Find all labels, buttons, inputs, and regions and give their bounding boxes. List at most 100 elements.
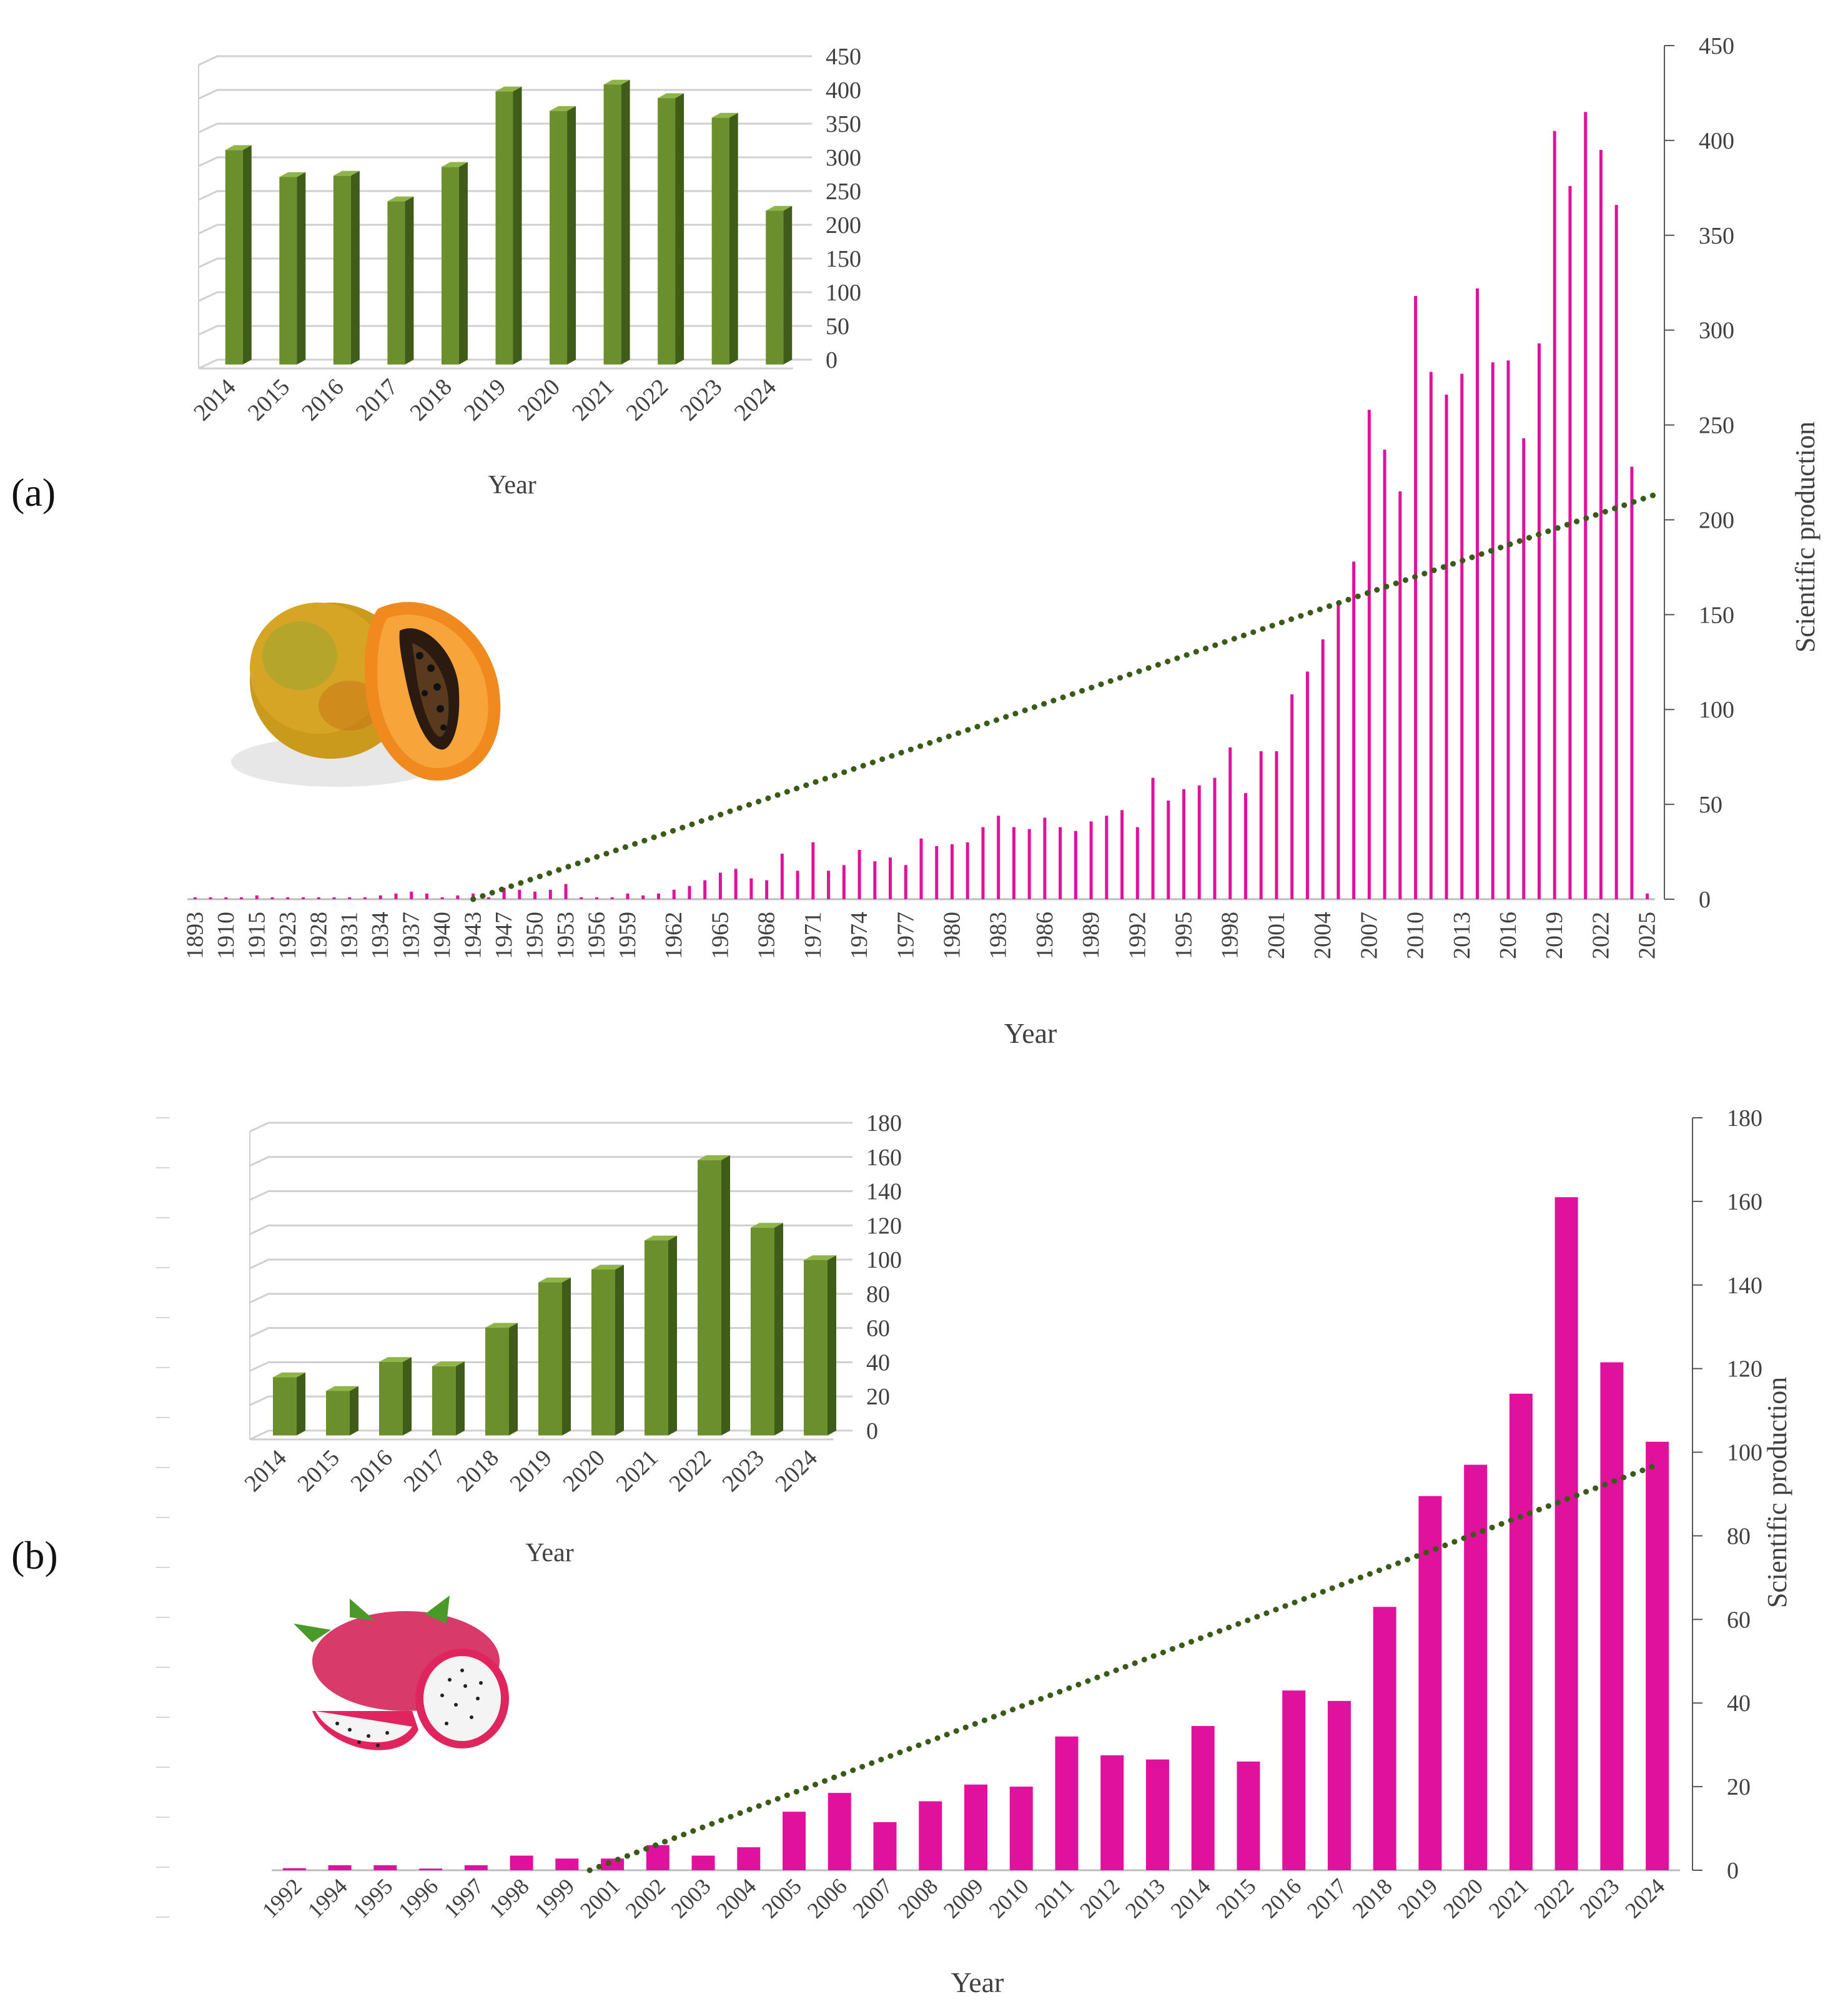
bar: [456, 895, 460, 899]
bar: [1009, 1787, 1033, 1870]
x-tick-label: 2014: [189, 374, 240, 426]
bar-top: [603, 79, 630, 85]
bar-side: [350, 170, 360, 365]
bar: [780, 854, 784, 899]
bar: [935, 846, 939, 899]
y-tick-label: 0: [866, 1418, 878, 1444]
x-tick-label: 2016: [297, 374, 348, 426]
bar: [1089, 821, 1093, 899]
x-tick-label: 1974: [846, 912, 872, 959]
y-tick-label: 60: [1727, 1607, 1751, 1633]
bar: [373, 1865, 397, 1870]
bar: [1012, 827, 1015, 899]
x-tick-label: 2024: [1620, 1873, 1669, 1923]
x-tick-label: 1910: [213, 912, 239, 959]
bar-top: [379, 1357, 412, 1362]
bar-front: [603, 84, 621, 365]
bar: [1228, 747, 1232, 899]
x-tick-label: 2023: [1574, 1873, 1624, 1923]
x-tick-label: 2003: [666, 1873, 716, 1923]
bar: [688, 885, 691, 899]
bar-top: [441, 162, 468, 167]
bar: [811, 842, 815, 899]
bar-front: [225, 150, 243, 365]
x-tick-label: 1953: [553, 912, 579, 959]
bar-front: [658, 98, 676, 365]
bar-side: [729, 112, 738, 365]
bar: [518, 889, 521, 899]
x-axis-title: Year: [488, 471, 536, 500]
x-tick-label: 2021: [1484, 1873, 1533, 1923]
bar: [432, 1361, 465, 1436]
bar: [857, 850, 861, 899]
x-tick-label: 2001: [575, 1873, 625, 1923]
x-tick-label: 2020: [1438, 1873, 1488, 1923]
x-tick-label: 2010: [1403, 912, 1429, 959]
x-axis-title: Year: [1004, 1017, 1057, 1049]
x-tick-label: 2018: [405, 374, 457, 426]
bar: [440, 897, 444, 899]
x-tick-label: 2004: [711, 1873, 761, 1923]
y-tick-label: 160: [1727, 1189, 1762, 1215]
y-tick-label: 100: [826, 280, 861, 306]
x-tick-label: 2014: [1166, 1873, 1215, 1923]
x-tick-label: 2008: [893, 1873, 942, 1923]
bar: [1522, 438, 1526, 899]
x-tick-label: 1999: [530, 1873, 579, 1923]
x-tick-label: 1998: [1217, 912, 1243, 959]
y-tick-label: 120: [1727, 1356, 1762, 1383]
bar: [1197, 785, 1201, 899]
x-tick-label: 2020: [558, 1445, 610, 1497]
y-tick-label: 40: [1727, 1690, 1751, 1717]
x-tick-label: 2005: [757, 1873, 806, 1923]
bar: [646, 1845, 670, 1870]
bar: [1100, 1755, 1124, 1870]
x-tick-label: 1995: [348, 1873, 397, 1923]
x-tick-label: 2013: [1449, 912, 1475, 959]
bar: [783, 1812, 806, 1870]
bar-top: [279, 172, 306, 177]
inset-chart-b: 0 20 40 60 80 100 120 140 160 180 2014 2015 2016 2017…: [239, 1110, 902, 1567]
bar: [889, 857, 892, 899]
x-tick-label: 1947: [491, 912, 517, 959]
bar-side: [774, 1223, 783, 1436]
y-tick-label: 100: [1727, 1440, 1762, 1466]
bar: [1584, 112, 1588, 899]
bar: [270, 897, 274, 899]
bar-top: [485, 1323, 518, 1328]
x-tick-label: 1983: [986, 912, 1012, 959]
bar: [1043, 817, 1047, 899]
y-tick-label: 180: [866, 1110, 902, 1137]
y-tick-label: 0: [1699, 887, 1711, 913]
x-tick-label: 2002: [621, 1873, 670, 1923]
bar-front: [698, 1160, 721, 1436]
y-tick-label: 350: [826, 111, 861, 137]
x-tick-label: 1923: [275, 912, 301, 959]
y-tick-label: 150: [1699, 602, 1734, 628]
bar: [718, 872, 722, 899]
bar: [1568, 185, 1572, 900]
y-tick-label: 20: [866, 1384, 890, 1410]
bar: [333, 170, 360, 365]
bar: [1599, 150, 1603, 900]
x-tick-label: 2025: [1634, 912, 1661, 959]
bar: [1321, 639, 1325, 899]
bar-front: [766, 210, 784, 365]
bar: [193, 897, 197, 899]
x-tick-label: 2011: [1030, 1873, 1079, 1922]
bar: [1055, 1736, 1079, 1870]
bar: [1491, 362, 1495, 899]
bar-side: [567, 106, 576, 365]
x-tick-label: 1956: [584, 912, 610, 959]
bar-front: [441, 167, 459, 365]
bar: [827, 870, 831, 899]
bar-top: [495, 86, 522, 92]
bar: [804, 1255, 836, 1436]
y-tick-label: 350: [1699, 223, 1734, 249]
bar-top: [538, 1277, 571, 1283]
bar: [1476, 288, 1480, 899]
bar-side: [297, 172, 306, 365]
bar-side: [668, 1235, 677, 1436]
bar: [240, 897, 244, 899]
